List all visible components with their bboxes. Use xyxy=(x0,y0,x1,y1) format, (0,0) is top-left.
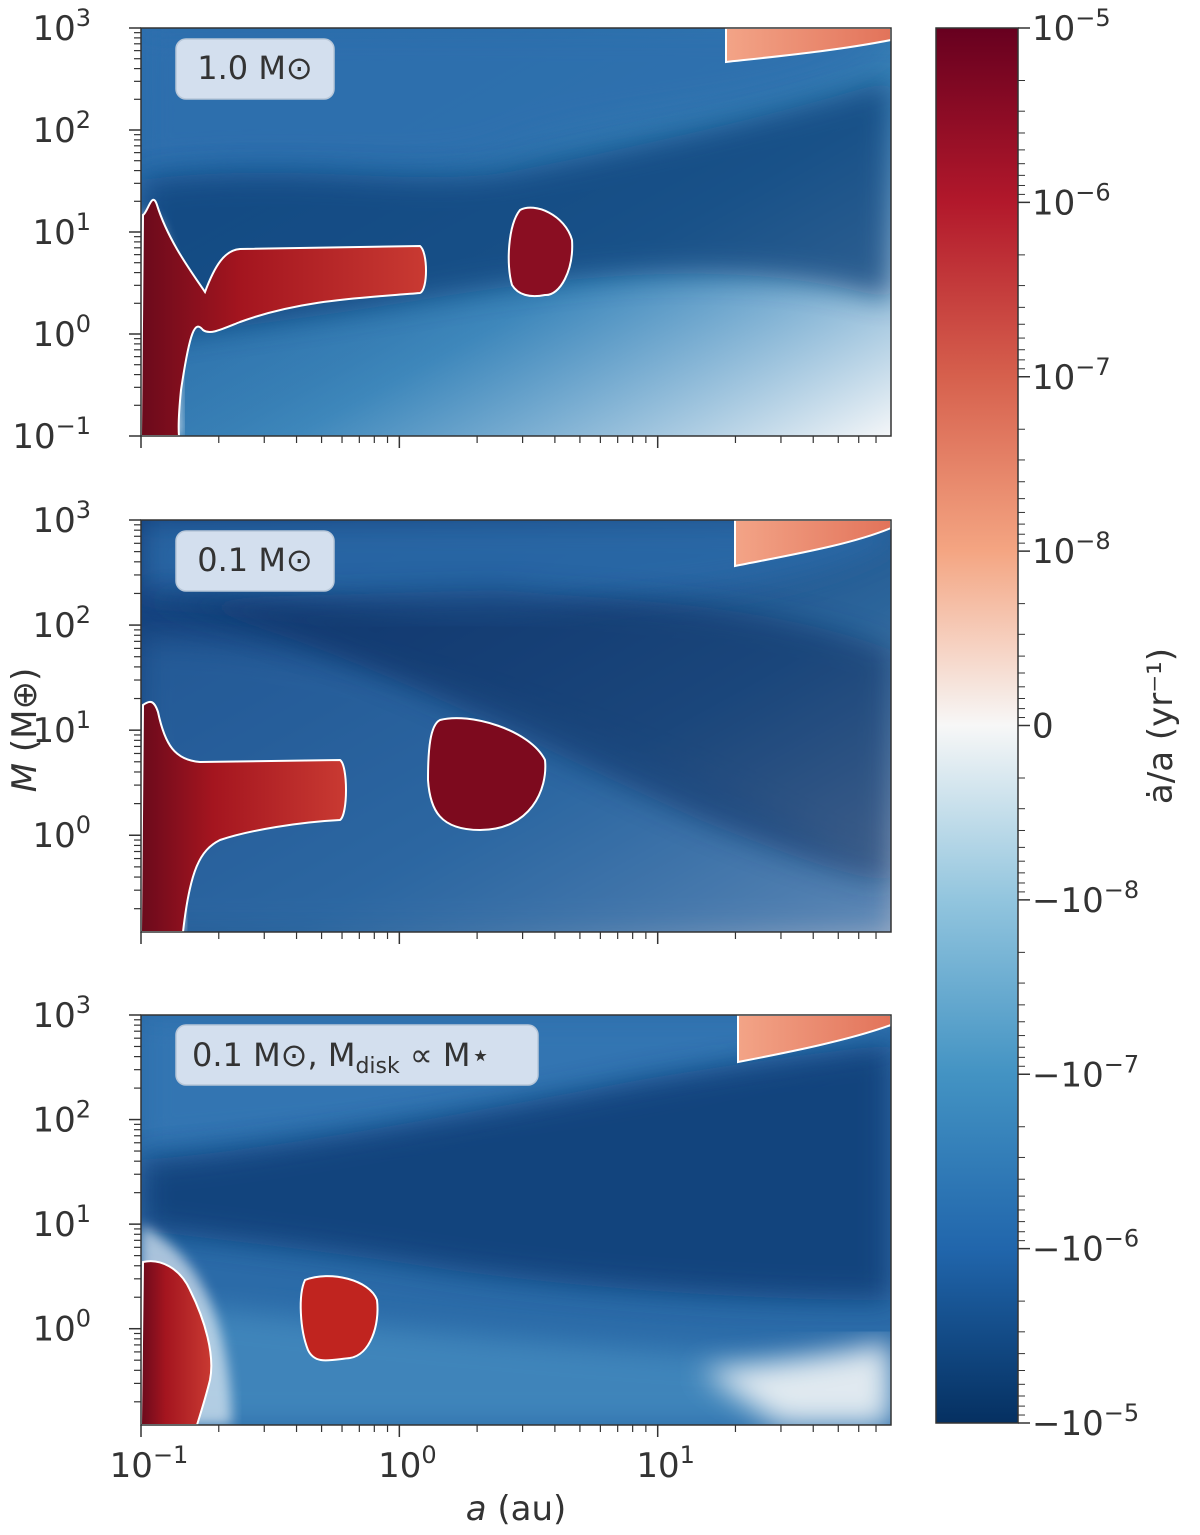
panel-2-heatmap xyxy=(141,520,891,932)
y-tick-label: 103 xyxy=(32,496,91,541)
x-axis-label: a (au) xyxy=(466,1489,567,1529)
y-tick-label: 101 xyxy=(32,208,91,253)
panel-3-y-axis: 100 101 102 103 xyxy=(32,991,141,1403)
y-tick-label: 102 xyxy=(32,106,91,151)
panel-1-y-axis: 10−1 100 101 102 103 xyxy=(12,4,141,457)
y-tick-label: 100 xyxy=(32,811,91,856)
colorbar-tick-label: 10−7 xyxy=(1032,353,1111,398)
y-axis-label: M (M⊕) xyxy=(5,668,45,793)
colorbar-label: ȧ/a (yr⁻¹) xyxy=(1141,648,1181,804)
y-tick-label: 100 xyxy=(32,1305,91,1350)
y-tick-label: 102 xyxy=(32,1096,91,1141)
x-tick-label: 101 xyxy=(636,1441,695,1486)
colorbar-gradient xyxy=(935,27,1019,1424)
panel-3-label: 0.1 M⊙, Mdisk ∝ M⋆ xyxy=(192,1036,491,1079)
y-tick-label: 103 xyxy=(32,4,91,49)
panel-3-x-axis: 10−1 100 101 xyxy=(110,1425,877,1486)
panel-1-x-axis xyxy=(140,436,877,448)
panel-1-label: 1.0 M⊙ xyxy=(197,49,312,87)
colorbar-tick-label: −10−7 xyxy=(1032,1050,1139,1095)
y-tick-label: 101 xyxy=(32,706,91,751)
colorbar-tick-label: −10−6 xyxy=(1032,1225,1139,1270)
panel-2-x-axis xyxy=(140,932,877,944)
x-tick-label: 100 xyxy=(378,1441,437,1486)
panel-3-label-box: 0.1 M⊙, Mdisk ∝ M⋆ xyxy=(175,1024,539,1086)
panel-2-y-axis: 100 101 102 103 xyxy=(32,496,141,910)
colorbar-tick-label: 10−8 xyxy=(1032,527,1111,572)
colorbar-tick-label: −10−8 xyxy=(1032,876,1139,921)
y-tick-label: 100 xyxy=(32,310,91,355)
colorbar: 10−5 10−6 10−7 10−8 0 −10−8 −10−7 −10−6 −10−5 ȧ/… xyxy=(935,4,1181,1444)
panel-1-label-box: 1.0 M⊙ xyxy=(175,38,335,100)
y-tick-label: 102 xyxy=(32,601,91,646)
colorbar-tick-label: 10−5 xyxy=(1032,4,1111,49)
y-tick-label: 103 xyxy=(32,991,91,1036)
x-tick-label: 10−1 xyxy=(110,1441,189,1486)
panel-2: 0.1 M⊙ 100 101 102 103 xyxy=(32,496,892,944)
colorbar-tick-label: 0 xyxy=(1032,707,1054,747)
panel-2-label-box: 0.1 M⊙ xyxy=(175,530,335,592)
colorbar-ticks: 10−5 10−6 10−7 10−8 0 −10−8 −10−7 −10−6 −10−5 xyxy=(1018,4,1139,1444)
colorbar-tick-label: 10−6 xyxy=(1032,178,1111,223)
colorbar-tick-label: −10−5 xyxy=(1032,1399,1139,1444)
panel-2-label: 0.1 M⊙ xyxy=(197,541,312,579)
y-tick-label: 101 xyxy=(32,1200,91,1245)
y-tick-label: 10−1 xyxy=(12,412,91,457)
panel-1: 1.0 M⊙ 10−1 100 101 102 103 xyxy=(12,4,892,457)
